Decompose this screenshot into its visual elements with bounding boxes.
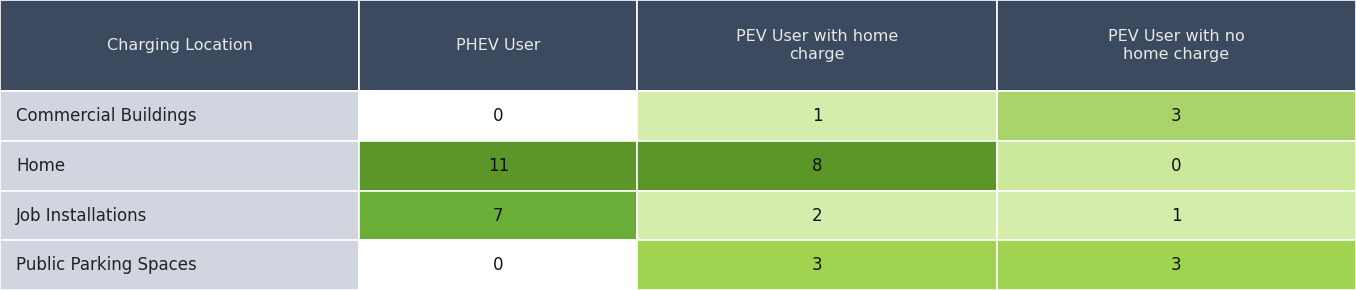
Bar (359, 240, 637, 290)
Text: 3: 3 (1172, 256, 1181, 274)
Bar (637, 240, 997, 290)
Bar (359, 91, 637, 141)
Text: Commercial Buildings: Commercial Buildings (16, 107, 197, 125)
Bar (0, 191, 359, 240)
Bar (637, 141, 997, 191)
Bar (997, 240, 1356, 290)
Text: PEV User with home
charge: PEV User with home charge (736, 30, 898, 62)
Text: 7: 7 (494, 206, 503, 224)
Bar (0, 141, 359, 191)
Bar (637, 191, 997, 240)
Bar (637, 91, 997, 141)
Text: PHEV User: PHEV User (456, 38, 541, 53)
Bar (0, 91, 359, 141)
Text: 3: 3 (812, 256, 822, 274)
Bar (0, 0, 359, 91)
Bar (0, 240, 359, 290)
Text: PEV User with no
home charge: PEV User with no home charge (1108, 30, 1245, 62)
Text: 1: 1 (812, 107, 822, 125)
Text: 0: 0 (1172, 157, 1181, 175)
Text: Public Parking Spaces: Public Parking Spaces (16, 256, 197, 274)
Text: 2: 2 (812, 206, 822, 224)
Bar (997, 91, 1356, 141)
Bar (997, 0, 1356, 91)
Text: 11: 11 (488, 157, 508, 175)
Text: 3: 3 (1172, 107, 1181, 125)
Bar (997, 191, 1356, 240)
Bar (359, 191, 637, 240)
Bar (359, 0, 637, 91)
Bar (637, 0, 997, 91)
Text: Job Installations: Job Installations (16, 206, 148, 224)
Text: 8: 8 (812, 157, 822, 175)
Text: Home: Home (16, 157, 65, 175)
Text: Charging Location: Charging Location (107, 38, 252, 53)
Text: 0: 0 (494, 256, 503, 274)
Text: 1: 1 (1172, 206, 1181, 224)
Bar (997, 141, 1356, 191)
Text: 0: 0 (494, 107, 503, 125)
Bar (359, 141, 637, 191)
